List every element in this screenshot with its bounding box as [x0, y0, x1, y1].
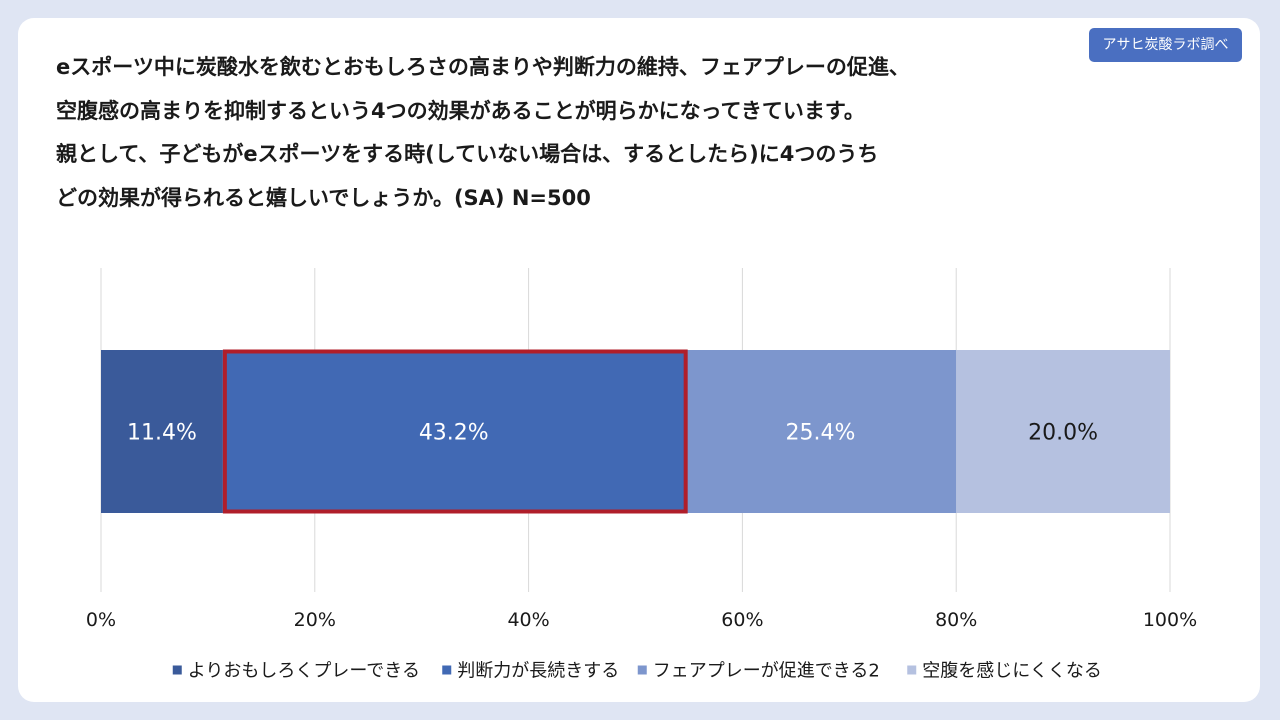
legend-label: よりおもしろくプレーできる: [188, 661, 420, 682]
legend-swatch: [907, 665, 917, 675]
x-tick-label: 60%: [721, 609, 763, 631]
bar-segment: [101, 350, 223, 513]
legend-label: フェアプレーが促進できる2: [653, 661, 880, 682]
data-label: 43.2%: [419, 421, 489, 446]
source-badge: アサヒ炭酸ラボ調べ: [1089, 28, 1242, 62]
legend-label: 判断力が長続きする: [457, 661, 619, 682]
legend-label: 空腹を感じにくくなる: [922, 661, 1102, 682]
data-label: 20.0%: [1028, 421, 1098, 446]
data-label: 25.4%: [785, 421, 855, 446]
data-label: 11.4%: [127, 421, 197, 446]
x-tick-label: 0%: [86, 609, 116, 631]
legend-swatch: [172, 665, 182, 675]
bar-segment: [684, 350, 957, 513]
x-tick-label: 20%: [294, 609, 336, 631]
legend-swatch: [637, 665, 647, 675]
question-line: どの効果が得られると嬉しいでしょうか。(SA) N=500: [56, 185, 591, 210]
highlight-frame: [222, 349, 688, 514]
question-line: 空腹感の高まりを抑制するという4つの効果があることが明らかになってきています。: [56, 98, 865, 123]
x-tick-label: 100%: [1143, 609, 1197, 631]
question-line: eスポーツ中に炭酸水を飲むとおもしろさの高まりや判断力の維持、フェアプレーの促進…: [56, 55, 910, 79]
x-tick-label: 40%: [507, 609, 549, 631]
legend-swatch: [442, 665, 452, 675]
bar-segment: [222, 350, 685, 513]
x-tick-label: 80%: [935, 609, 977, 631]
question-text: eスポーツ中に炭酸水を飲むとおもしろさの高まりや判断力の維持、フェアプレーの促進…: [56, 46, 1056, 220]
question-line: 親として、子どもがeスポーツをする時(していない場合は、するとしたら)に4つのう…: [56, 142, 879, 166]
bar-segment: [956, 350, 1170, 513]
